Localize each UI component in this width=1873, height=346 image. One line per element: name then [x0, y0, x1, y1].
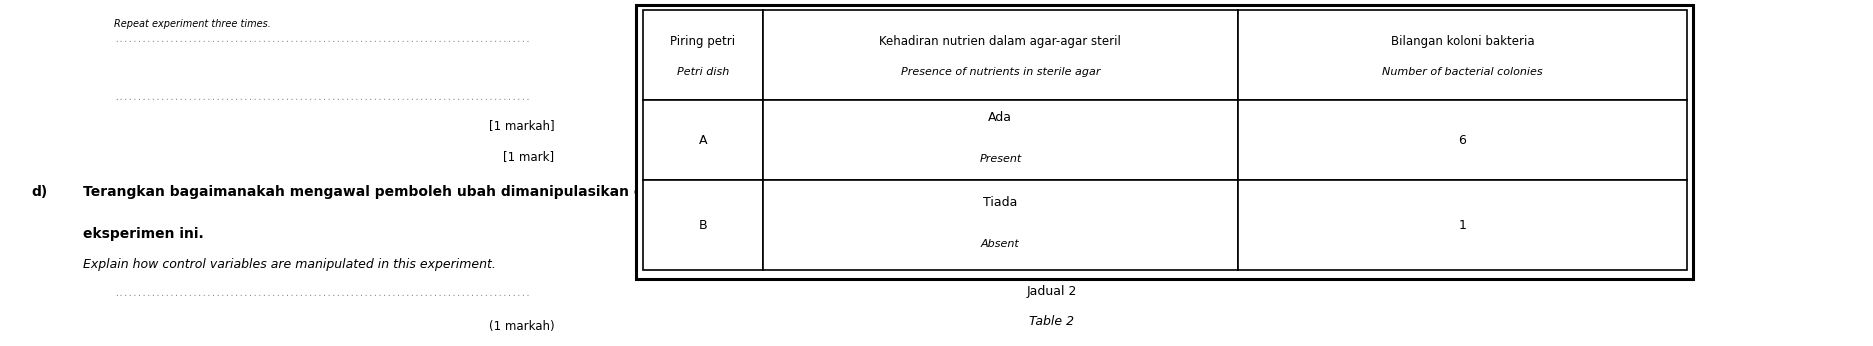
Bar [762, 100, 1238, 180]
Text: 6: 6 [1457, 134, 1467, 147]
Text: Absent: Absent [980, 239, 1019, 249]
Text: Petri dish: Petri dish [676, 67, 729, 78]
Text: B: B [699, 219, 706, 231]
Text: A: A [699, 134, 706, 147]
Bar [762, 180, 1238, 270]
Text: [1 mark]: [1 mark] [504, 151, 554, 164]
Bar [1238, 100, 1686, 180]
Text: (1 markah): (1 markah) [489, 320, 554, 333]
Text: Terangkan bagaimanakah mengawal pemboleh ubah dimanipulasikan dalam: Terangkan bagaimanakah mengawal pemboleh… [82, 185, 682, 199]
Text: 1: 1 [1457, 219, 1467, 231]
Text: Present: Present [980, 154, 1021, 164]
Text: Repeat experiment three times.: Repeat experiment three times. [114, 19, 272, 29]
Text: Presence of nutrients in sterile agar: Presence of nutrients in sterile agar [901, 67, 1099, 78]
Text: Tiada: Tiada [983, 196, 1017, 209]
Bar [762, 10, 1238, 100]
Text: ................................................................................: ........................................… [114, 35, 530, 44]
Bar [637, 5, 1693, 279]
Bar [1238, 180, 1686, 270]
Text: Bilangan koloni bakteria: Bilangan koloni bakteria [1390, 35, 1534, 48]
Text: Ada: Ada [987, 111, 1011, 124]
Text: Table 2: Table 2 [1028, 315, 1073, 328]
Bar [642, 10, 762, 100]
Text: d): d) [32, 185, 47, 199]
Text: ................................................................................: ........................................… [114, 289, 530, 298]
Text: Kehadiran nutrien dalam agar-agar steril: Kehadiran nutrien dalam agar-agar steril [878, 35, 1120, 48]
Text: Piring petri: Piring petri [671, 35, 734, 48]
Bar [1238, 10, 1686, 100]
Text: [1 markah]: [1 markah] [489, 119, 554, 133]
Text: Jadual 2: Jadual 2 [1026, 285, 1077, 299]
Bar [642, 100, 762, 180]
Text: Explain how control variables are manipulated in this experiment.: Explain how control variables are manipu… [82, 258, 496, 271]
Text: ................................................................................: ........................................… [114, 93, 530, 102]
Text: Number of bacterial colonies: Number of bacterial colonies [1382, 67, 1541, 78]
Bar [642, 180, 762, 270]
Text: eksperimen ini.: eksperimen ini. [82, 227, 204, 240]
